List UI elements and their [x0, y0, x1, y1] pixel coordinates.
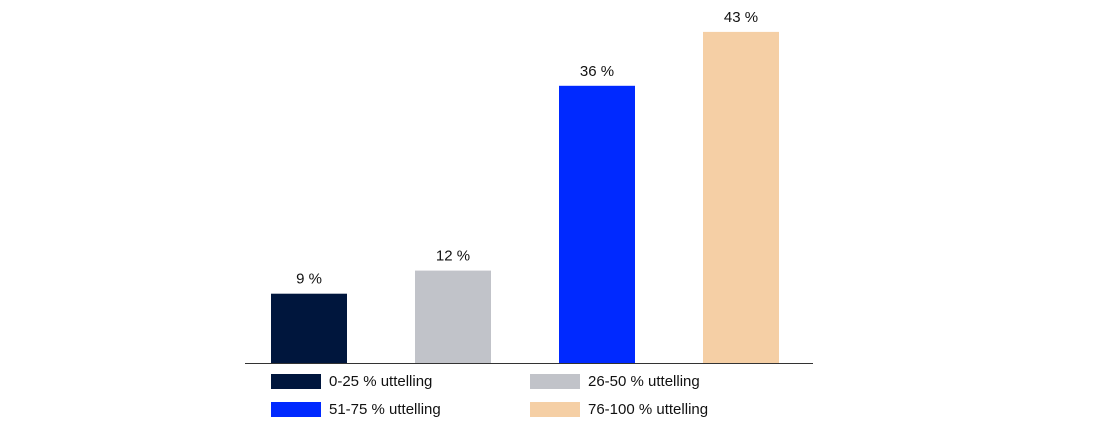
value-label: 9 % — [296, 271, 322, 288]
legend-swatch — [271, 374, 321, 389]
legend-label: 0-25 % uttelling — [329, 373, 432, 390]
legend-swatch — [530, 402, 580, 417]
bar — [271, 293, 347, 363]
legend-label: 76-100 % uttelling — [588, 401, 708, 418]
legend-swatch — [271, 402, 321, 417]
value-label: 12 % — [436, 248, 470, 265]
bar — [559, 85, 635, 364]
value-label: 36 % — [580, 63, 614, 80]
legend-swatch — [530, 374, 580, 389]
legend-label: 51-75 % uttelling — [329, 401, 441, 418]
bar — [415, 270, 491, 363]
value-label: 43 % — [724, 9, 758, 26]
legend-label: 26-50 % uttelling — [588, 373, 700, 390]
bar — [703, 31, 779, 364]
